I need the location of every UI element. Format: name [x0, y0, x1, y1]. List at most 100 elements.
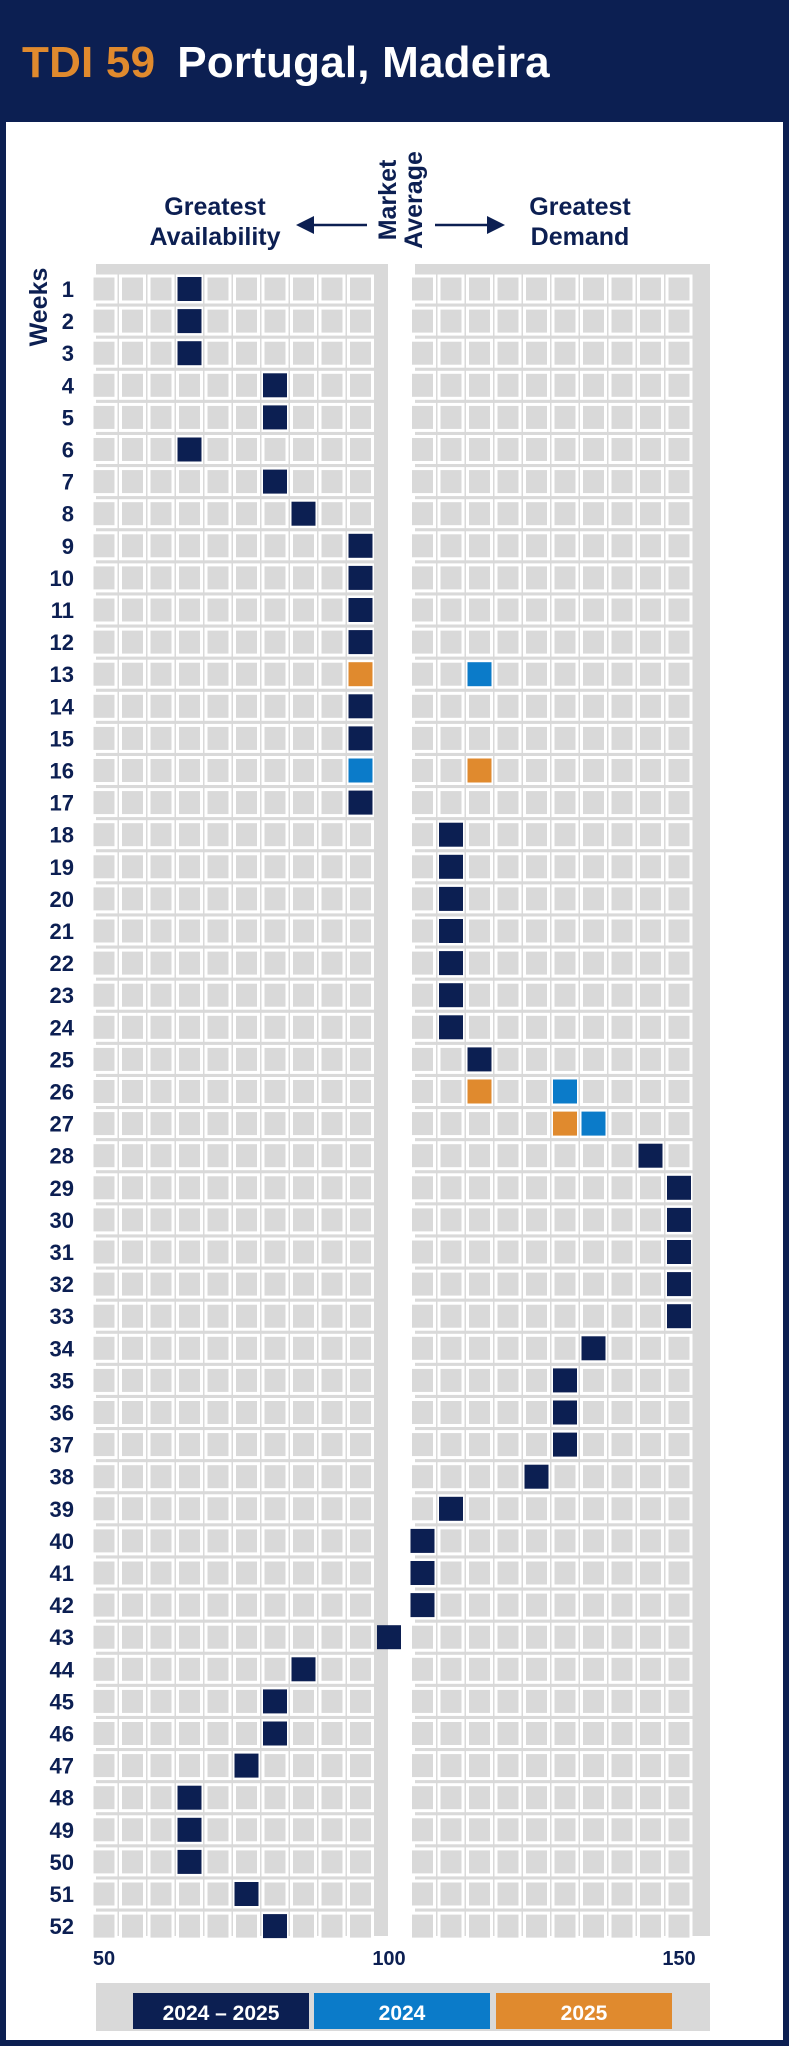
grid-cell — [523, 1911, 550, 1941]
grid-cell — [290, 1686, 317, 1716]
grid-cell — [523, 1269, 550, 1299]
data-mark — [263, 373, 287, 398]
grid-cell — [409, 1141, 436, 1171]
grid-cell — [147, 1109, 175, 1139]
grid-cell — [523, 499, 550, 529]
grid-cell — [494, 1269, 522, 1299]
grid-cell — [119, 435, 146, 464]
grid-cell — [176, 402, 203, 432]
grid-cell — [290, 1237, 317, 1267]
grid-cell — [318, 659, 346, 689]
grid-cell — [90, 1879, 118, 1909]
grid-cell — [437, 306, 465, 336]
grid-cell — [409, 627, 436, 657]
data-mark — [348, 758, 373, 783]
grid-cell — [347, 1109, 374, 1139]
grid-cell — [347, 1847, 374, 1877]
grid-cell — [119, 467, 146, 497]
grid-cell — [119, 1654, 146, 1684]
grid-cell — [466, 1622, 493, 1652]
grid-cell — [90, 338, 118, 368]
grid-cell — [608, 1333, 636, 1363]
grid-cell — [233, 338, 260, 368]
grid-cell — [409, 531, 436, 561]
grid-cell — [261, 659, 289, 689]
grid-cell — [176, 820, 203, 850]
grid-cell — [261, 916, 289, 946]
grid-cell — [466, 595, 493, 625]
data-mark — [348, 533, 373, 558]
grid-cell — [233, 467, 260, 497]
week-label: 12 — [50, 630, 74, 655]
grid-cell — [261, 1622, 289, 1652]
grid-cell — [523, 1109, 550, 1139]
grid-cell — [204, 884, 232, 914]
grid-cell — [523, 948, 550, 978]
grid-cell — [90, 948, 118, 978]
grid-cell — [637, 627, 664, 657]
grid-cell — [665, 531, 693, 561]
grid-cell — [665, 499, 693, 529]
grid-cell — [551, 1686, 579, 1716]
grid-cell — [608, 1815, 636, 1845]
week-label: 11 — [51, 598, 74, 623]
grid-cell — [290, 756, 317, 785]
grid-cell — [318, 306, 346, 336]
grid-cell — [347, 852, 374, 882]
middle-label-line1: Market — [374, 159, 402, 240]
grid-cell — [608, 756, 636, 785]
grid-cell — [204, 1109, 232, 1139]
grid-cell — [176, 852, 203, 882]
grid-cell — [233, 1077, 260, 1106]
resort-name: Portugal, Madeira — [177, 38, 550, 87]
week-label: 45 — [50, 1689, 74, 1714]
grid-cell — [437, 1654, 465, 1684]
week-label: 16 — [50, 759, 74, 784]
grid-cell — [176, 1301, 203, 1331]
week-label: 49 — [50, 1818, 74, 1843]
grid-cell — [347, 1686, 374, 1716]
data-mark — [177, 309, 202, 334]
grid-cell — [204, 1622, 232, 1652]
grid-cell — [580, 1783, 607, 1813]
grid-cell — [347, 467, 374, 497]
data-mark — [667, 1207, 691, 1232]
grid-cell — [523, 1044, 550, 1074]
grid-cell — [204, 659, 232, 689]
grid-cell — [261, 948, 289, 978]
data-mark — [553, 1111, 577, 1136]
grid-cell — [147, 467, 175, 497]
week-label: 15 — [50, 726, 74, 751]
week-label: 38 — [50, 1465, 74, 1490]
grid-cell — [261, 1879, 289, 1909]
grid-cell — [523, 1783, 550, 1813]
grid-cell — [608, 467, 636, 497]
grid-cell — [665, 435, 693, 464]
grid-cell — [665, 1847, 693, 1877]
grid-cell — [119, 1847, 146, 1877]
grid-cell — [637, 1590, 664, 1620]
grid-cell — [90, 1526, 118, 1556]
grid-cell — [551, 884, 579, 914]
data-mark — [348, 790, 373, 815]
grid-cell — [637, 1173, 664, 1203]
grid-cell — [119, 980, 146, 1010]
grid-cell — [608, 1879, 636, 1909]
grid-cell — [147, 916, 175, 946]
data-mark — [467, 662, 492, 687]
tdi-code: TDI 59 — [22, 38, 156, 87]
grid-cell — [318, 691, 346, 721]
grid-cell — [204, 1494, 232, 1524]
grid-cell — [318, 1077, 346, 1106]
grid-cell — [90, 691, 118, 721]
grid-cell — [637, 1719, 664, 1748]
grid-cell — [90, 916, 118, 946]
grid-cell — [466, 1141, 493, 1171]
grid-cell — [409, 1686, 436, 1716]
grid-cell — [409, 402, 436, 432]
grid-cell — [523, 1719, 550, 1748]
grid-cell — [409, 1269, 436, 1299]
grid-cell — [437, 1269, 465, 1299]
grid-cell — [637, 1815, 664, 1845]
grid-cell — [147, 1622, 175, 1652]
